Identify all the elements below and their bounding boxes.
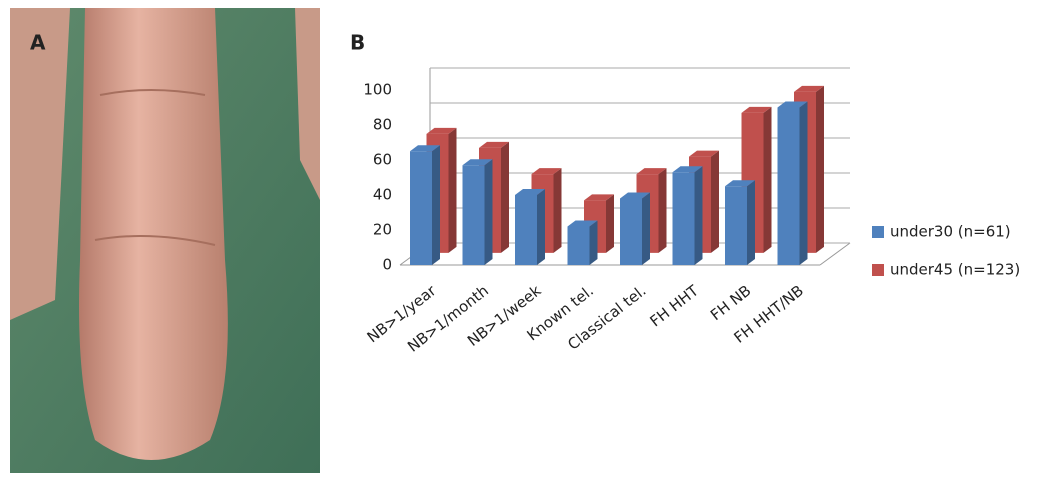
bar-face (659, 168, 667, 253)
bar-face (410, 151, 432, 265)
y-tick-label: 60 (373, 151, 392, 169)
bar-face (432, 145, 440, 265)
bar (568, 221, 598, 266)
finger (79, 8, 228, 460)
panel-label: A (30, 31, 46, 55)
bar (620, 193, 650, 266)
legend-label: under45 (n=123) (890, 261, 1020, 279)
legend-swatch (872, 264, 884, 276)
bar-face (515, 195, 537, 265)
axis-line (820, 243, 850, 265)
legend-label: under30 (n=61) (890, 223, 1011, 241)
bar-face (554, 168, 562, 253)
bar-face (485, 159, 493, 265)
bar (673, 166, 703, 265)
bar-face (673, 172, 695, 265)
legend-swatch (872, 226, 884, 238)
bar-face (800, 102, 808, 266)
bar-face (764, 107, 772, 253)
bar (410, 145, 440, 265)
bar-face (778, 108, 800, 266)
panel-label: B (350, 31, 365, 55)
x-tick-label: FH NB (707, 282, 754, 325)
y-tick-label: 100 (363, 81, 392, 99)
bar-face (695, 166, 703, 265)
bar (515, 189, 545, 265)
bar-face (568, 227, 590, 266)
bar-face (620, 199, 642, 266)
bar-face (463, 165, 485, 265)
bar-face (725, 186, 747, 265)
x-tick-label: FH HHT (646, 281, 702, 330)
bar-face (501, 142, 509, 253)
bar-face (711, 151, 719, 253)
photo: A (10, 8, 320, 473)
y-tick-label: 80 (373, 116, 392, 134)
y-tick-label: 40 (373, 186, 392, 204)
bar-face (606, 194, 614, 253)
bar-face (747, 180, 755, 265)
bar-face (816, 86, 824, 253)
bar (725, 180, 755, 265)
bar-face (449, 128, 457, 253)
y-tick-label: 20 (373, 221, 392, 239)
bar-face (642, 193, 650, 266)
figure: A B 020406080100NB>1/yearNB>1/monthNB>1/… (0, 0, 1052, 481)
bar (463, 159, 493, 265)
y-tick-label: 0 (382, 256, 392, 274)
bar-face (590, 221, 598, 266)
bar-face (537, 189, 545, 265)
bar (778, 102, 808, 266)
